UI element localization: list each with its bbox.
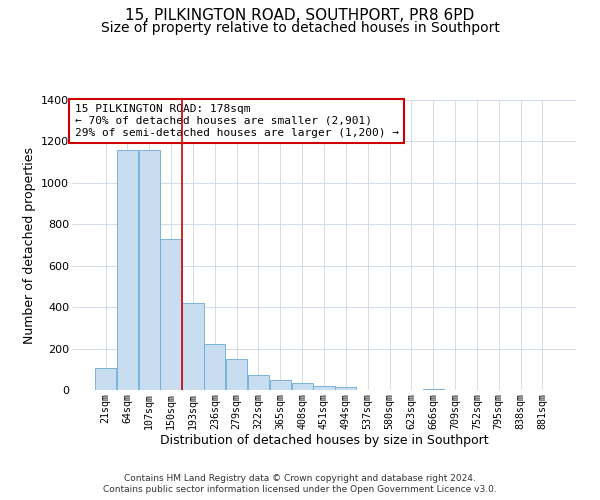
Bar — [160, 239, 182, 390]
Bar — [335, 387, 356, 390]
Text: 15, PILKINGTON ROAD, SOUTHPORT, PR8 6PD: 15, PILKINGTON ROAD, SOUTHPORT, PR8 6PD — [125, 8, 475, 22]
Bar — [117, 150, 138, 390]
Text: Contains HM Land Registry data © Crown copyright and database right 2024.
Contai: Contains HM Land Registry data © Crown c… — [103, 474, 497, 494]
X-axis label: Distribution of detached houses by size in Southport: Distribution of detached houses by size … — [160, 434, 488, 448]
Bar — [292, 383, 313, 390]
Bar — [313, 386, 335, 390]
Y-axis label: Number of detached properties: Number of detached properties — [23, 146, 35, 344]
Bar — [270, 380, 291, 390]
Bar — [182, 303, 203, 390]
Text: Size of property relative to detached houses in Southport: Size of property relative to detached ho… — [101, 21, 499, 35]
Bar — [95, 368, 116, 390]
Bar — [226, 360, 247, 390]
Bar — [248, 375, 269, 390]
Text: 15 PILKINGTON ROAD: 178sqm
← 70% of detached houses are smaller (2,901)
29% of s: 15 PILKINGTON ROAD: 178sqm ← 70% of deta… — [74, 104, 398, 138]
Bar — [139, 150, 160, 390]
Bar — [422, 389, 444, 390]
Bar — [204, 344, 226, 390]
